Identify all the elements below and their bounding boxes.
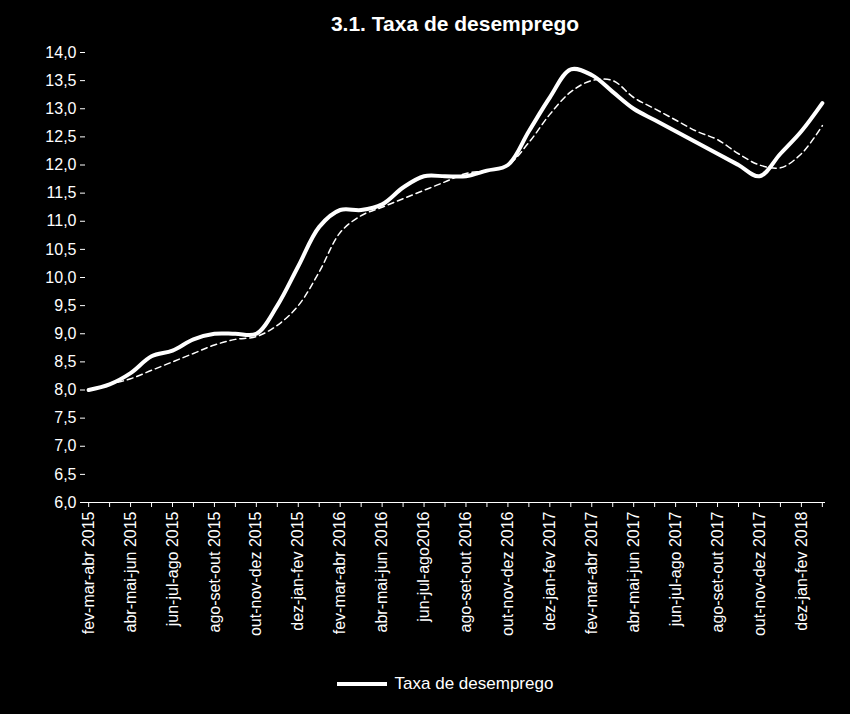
- svg-text:11,5: 11,5: [47, 184, 77, 201]
- svg-text:6,0: 6,0: [54, 494, 76, 511]
- svg-text:12,5: 12,5: [45, 128, 76, 145]
- svg-text:ago-set-out 2016: ago-set-out 2016: [457, 511, 474, 632]
- svg-text:abr-mai-jun 2015: abr-mai-jun 2015: [122, 511, 139, 632]
- svg-text:ago-set-out 2015: ago-set-out 2015: [206, 511, 223, 632]
- svg-text:14,0: 14,0: [45, 44, 76, 61]
- svg-text:11,0: 11,0: [47, 212, 77, 229]
- html-text:3.1. Taxa de desemprego: 3.1. Taxa de desemprego: [330, 12, 580, 35]
- svg-text:jun-jul-ago2016: jun-jul-ago2016: [415, 511, 432, 622]
- svg-text:10,5: 10,5: [45, 240, 76, 257]
- svg-text:fev-mar-abr 2017: fev-mar-abr 2017: [583, 511, 600, 634]
- svg-text:6,5: 6,5: [54, 465, 76, 482]
- svg-text:9,5: 9,5: [54, 297, 76, 314]
- svg-text:8,0: 8,0: [54, 381, 76, 398]
- svg-text:jun-jul-ago 2017: jun-jul-ago 2017: [667, 511, 684, 627]
- svg-text:dez-jan-fev 2018: dez-jan-fev 2018: [793, 511, 810, 630]
- svg-text:7,0: 7,0: [54, 437, 76, 454]
- html-text:Taxa de desemprego: Taxa de desemprego: [394, 674, 554, 693]
- svg-text:12,0: 12,0: [45, 156, 76, 173]
- svg-text:ago-set-out 2017: ago-set-out 2017: [709, 511, 726, 632]
- svg-text:7,5: 7,5: [54, 409, 76, 426]
- svg-text:9,0: 9,0: [54, 325, 76, 342]
- svg-text:out-nov-dez 2016: out-nov-dez 2016: [499, 511, 516, 636]
- svg-text:8,5: 8,5: [54, 353, 76, 370]
- svg-text:dez-jan-fev 2017: dez-jan-fev 2017: [541, 511, 558, 630]
- svg-text:abr-mai-jun 2016: abr-mai-jun 2016: [373, 511, 390, 632]
- svg-text:out-nov-dez 2015: out-nov-dez 2015: [247, 511, 264, 636]
- svg-text:fev-mar-abr 2015: fev-mar-abr 2015: [80, 511, 97, 634]
- svg-text:10,0: 10,0: [45, 269, 76, 286]
- svg-text:out-nov-dez 2017: out-nov-dez 2017: [751, 511, 768, 636]
- svg-text:fev-mar-abr 2016: fev-mar-abr 2016: [331, 511, 348, 634]
- svg-text:abr-mai-jun 2017: abr-mai-jun 2017: [625, 511, 642, 632]
- svg-text:13,5: 13,5: [45, 72, 76, 89]
- svg-text:13,0: 13,0: [45, 100, 76, 117]
- svg-text:jun-jul-ago 2015: jun-jul-ago 2015: [164, 511, 181, 627]
- svg-text:dez-jan-fev 2015: dez-jan-fev 2015: [289, 511, 306, 630]
